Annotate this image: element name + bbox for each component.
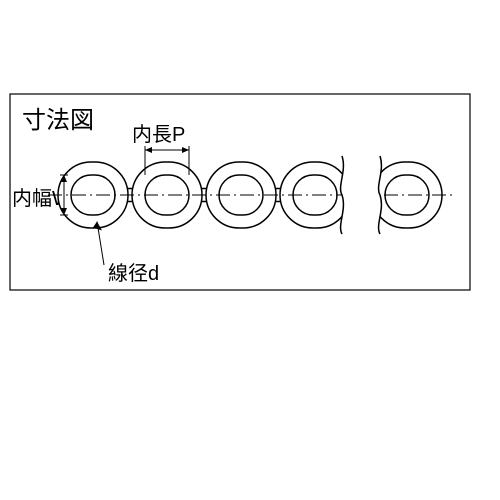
diagram-container: 寸法図 内長P 内幅W 線径d xyxy=(0,0,500,500)
chain-diagram xyxy=(0,0,500,500)
